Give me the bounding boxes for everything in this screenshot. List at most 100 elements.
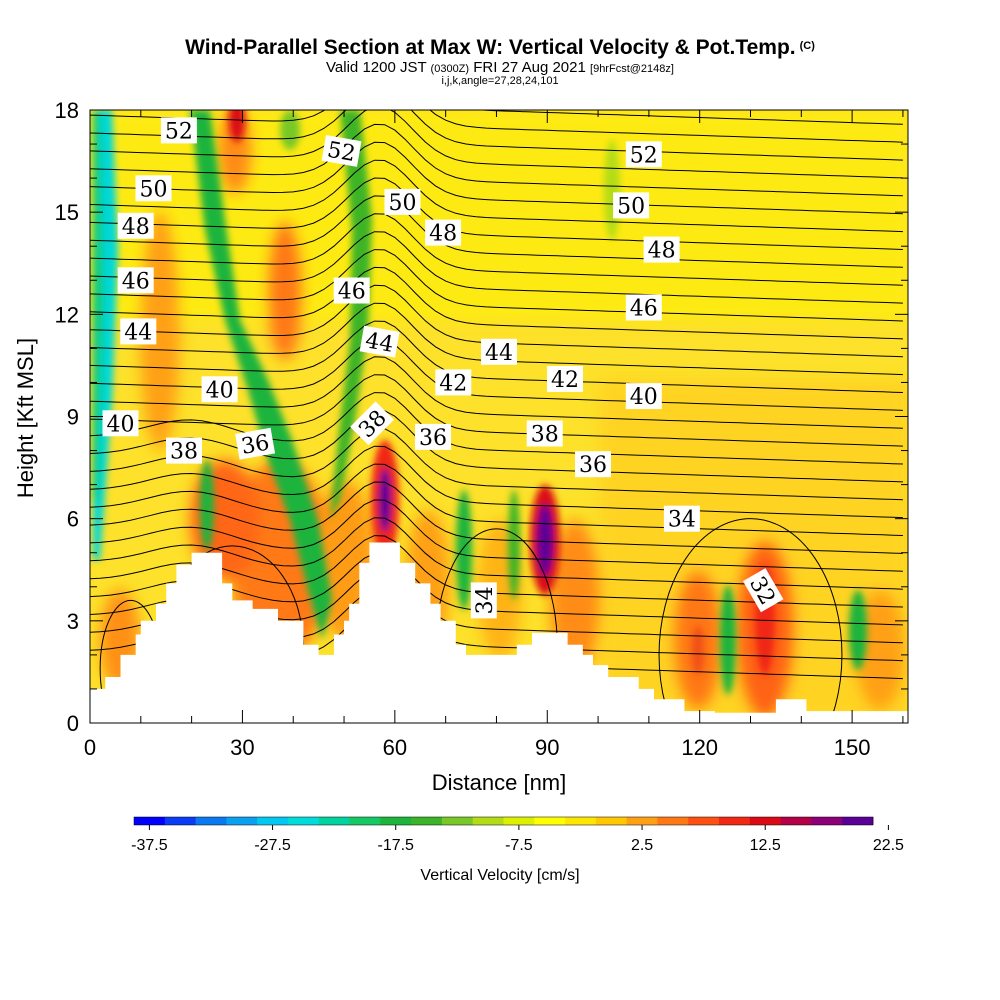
y-tick-label: 15 bbox=[55, 200, 79, 225]
contour-label-text: 48 bbox=[648, 239, 676, 264]
contour-label-bg bbox=[742, 568, 784, 613]
contour-label: 50 bbox=[135, 175, 172, 202]
x-axis: 0 30 60 90 120 150 bbox=[84, 110, 904, 760]
x-tick-label: 0 bbox=[84, 735, 96, 760]
contour-label-text: 50 bbox=[617, 194, 645, 219]
colorbar-swatch bbox=[811, 817, 843, 825]
colorbar-tick-label: -37.5 bbox=[131, 837, 168, 854]
contour-label-text: 38 bbox=[531, 423, 559, 448]
theta-contour bbox=[90, 177, 903, 250]
downdraft-green-edge bbox=[92, 110, 104, 500]
contour-label: 38 bbox=[166, 437, 202, 465]
x-tick-label: 150 bbox=[834, 735, 871, 760]
contour-label: 38 bbox=[526, 420, 563, 448]
colorbar-tick-label: -27.5 bbox=[254, 837, 291, 854]
colorbar-tick-label: 12.5 bbox=[750, 837, 781, 854]
theta-contour bbox=[90, 481, 903, 554]
y-tick-label: 0 bbox=[67, 711, 79, 736]
colorbar-swatch bbox=[626, 817, 658, 825]
theta-contour bbox=[90, 356, 903, 429]
contour-label: 42 bbox=[435, 369, 472, 396]
contour-label: 36 bbox=[575, 451, 611, 478]
contour-label: 40 bbox=[102, 410, 139, 437]
contour-label-bg bbox=[625, 141, 662, 168]
downdraft-lightgreen-1 bbox=[604, 140, 620, 240]
colorbar-tick-label: 22.5 bbox=[873, 837, 904, 854]
contour-label-text: 52 bbox=[165, 119, 193, 144]
contour-label: 52 bbox=[160, 117, 197, 144]
contour-label-bg bbox=[350, 401, 394, 446]
contour-label-text: 52 bbox=[325, 138, 357, 167]
colorbar-swatch bbox=[595, 817, 628, 825]
chart-title-text: Wind-Parallel Section at Max W: Vertical… bbox=[185, 36, 796, 59]
grid-info: i,j,k,angle=27,28,24,101 bbox=[441, 75, 559, 87]
contour-label-bg bbox=[160, 117, 197, 144]
theta-contour bbox=[90, 110, 903, 161]
colorbar-label: Vertical Velocity [cm/s] bbox=[420, 867, 579, 884]
contour-label-bg bbox=[575, 451, 611, 478]
contour-label-bg bbox=[333, 277, 370, 304]
theta-contour bbox=[90, 427, 903, 501]
chart-title: Wind-Parallel Section at Max W: Vertical… bbox=[0, 36, 1000, 60]
contour-label: 42 bbox=[547, 366, 583, 393]
contour-label-text: 40 bbox=[630, 385, 658, 410]
contour-label-text: 36 bbox=[419, 426, 447, 451]
contour-label-text: 40 bbox=[206, 378, 234, 403]
colorbar-swatch bbox=[472, 817, 504, 825]
theta-contour bbox=[90, 213, 903, 286]
contour-label: 34 bbox=[663, 505, 700, 533]
colorbar-tick-label: -17.5 bbox=[377, 837, 414, 854]
colorbar-swatch bbox=[164, 817, 196, 825]
theta-contour bbox=[90, 409, 903, 483]
contour-label-bg bbox=[102, 410, 139, 437]
contour-label-bg bbox=[643, 236, 680, 263]
colorbar-swatch bbox=[657, 817, 689, 825]
valid-time: Valid 1200 JST bbox=[326, 59, 427, 76]
contour-label: 46 bbox=[333, 277, 370, 305]
colorbar-swatch bbox=[318, 817, 350, 825]
colorbar-tick-label: -7.5 bbox=[505, 837, 533, 854]
theta-contour bbox=[90, 320, 903, 393]
downdraft-green-band-1 bbox=[190, 110, 332, 640]
contour-label-text: 46 bbox=[630, 297, 658, 322]
downdraft-green-3 bbox=[200, 460, 214, 550]
contour-label: 52 bbox=[625, 141, 662, 168]
x-tick-label: 30 bbox=[230, 735, 254, 760]
contour-label: 34 bbox=[470, 582, 498, 619]
contour-label-bg bbox=[120, 318, 157, 345]
y-axis-label: Height [Kft MSL] bbox=[13, 338, 38, 498]
valid-zulu: (0300Z) bbox=[430, 63, 470, 75]
contour-label-text: 42 bbox=[551, 368, 579, 393]
theta-contour bbox=[90, 249, 903, 322]
y-tick-label: 9 bbox=[67, 405, 79, 430]
colorbar: -37.5 -27.5 -17.5 -7.5 2.5 12.5 22.5 bbox=[131, 816, 904, 854]
theta-contour bbox=[90, 231, 903, 304]
colorbar-swatch bbox=[441, 817, 474, 825]
contour-label-bg bbox=[425, 219, 462, 246]
contour-label-text: 48 bbox=[122, 215, 150, 240]
downdraft-lightgreen-2 bbox=[280, 110, 300, 150]
contour-label-bg bbox=[625, 294, 662, 321]
contour-label-bg bbox=[435, 369, 472, 396]
colorbar-swatch bbox=[287, 817, 320, 825]
colorbar-swatch bbox=[719, 817, 751, 825]
colorbar-swatch bbox=[411, 817, 443, 825]
colorbar-swatch bbox=[195, 817, 227, 825]
contour-label: 44 bbox=[359, 325, 400, 358]
contour-label-text: 44 bbox=[363, 328, 395, 357]
colorbar-swatch bbox=[565, 817, 597, 825]
colorbar-swatch bbox=[380, 817, 412, 825]
contour-label-text: 50 bbox=[140, 177, 168, 202]
contour-label: 36 bbox=[235, 427, 276, 460]
contour-label: 52 bbox=[321, 134, 362, 167]
contour-label-text: 48 bbox=[429, 222, 457, 247]
contour-label-text: 42 bbox=[439, 371, 467, 396]
contour-label-bg bbox=[613, 192, 650, 219]
updraft-orange-9 bbox=[855, 590, 905, 710]
colorbar-swatch bbox=[534, 817, 566, 825]
terrain-mask bbox=[90, 542, 908, 723]
contour-label: 46 bbox=[625, 294, 662, 322]
updraft-orange-10 bbox=[267, 220, 303, 360]
